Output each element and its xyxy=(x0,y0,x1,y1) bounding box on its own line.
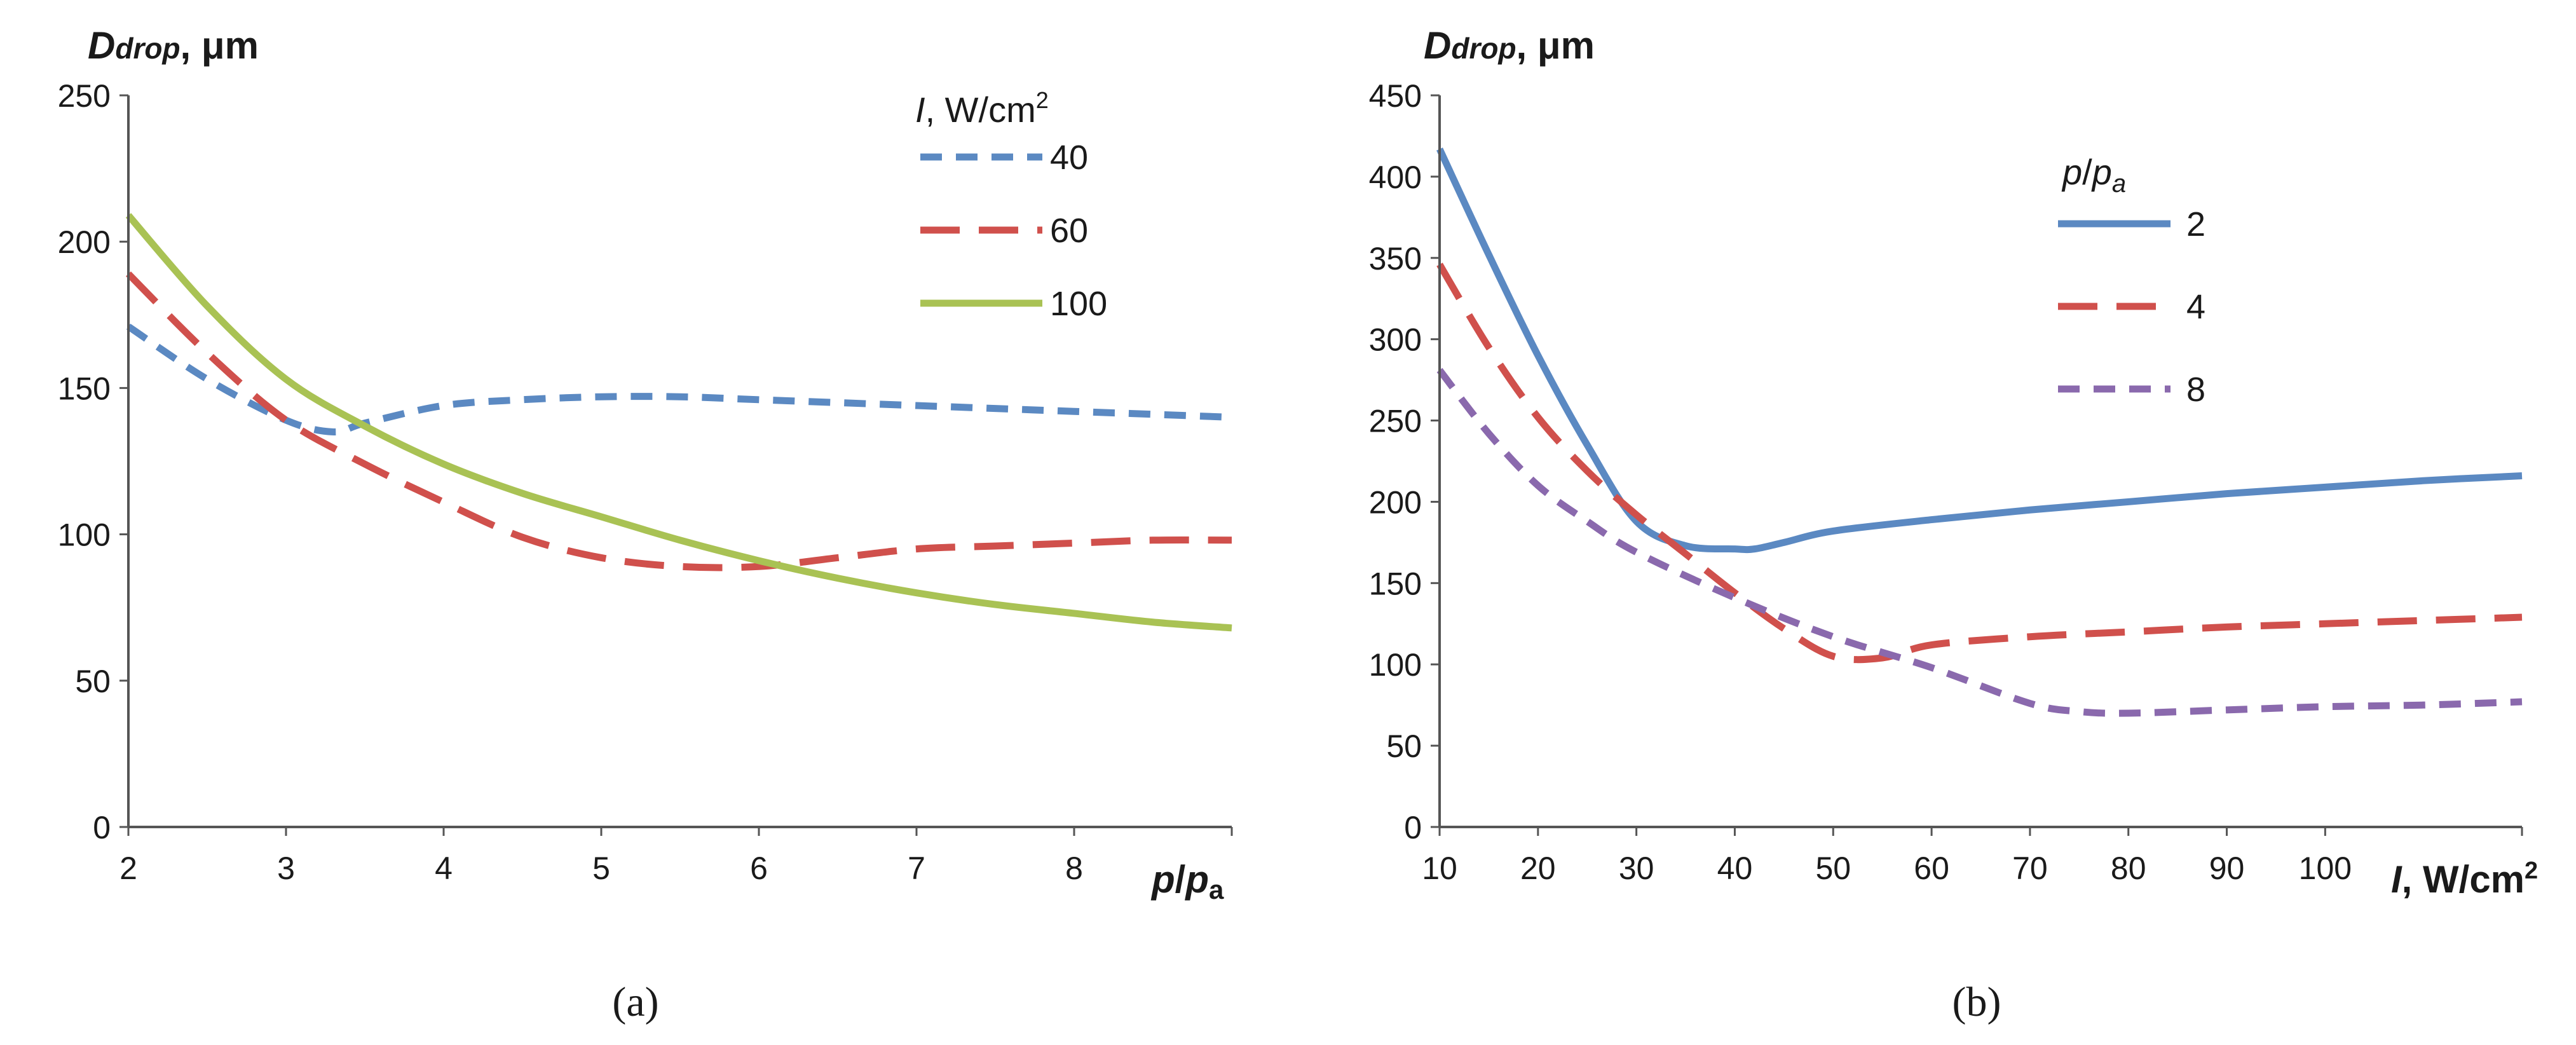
y-tick-label: 150 xyxy=(1369,566,1422,601)
legend-label-2: 2 xyxy=(2186,205,2205,243)
legend-label-100: 100 xyxy=(1050,285,1107,323)
y-tick-label: 300 xyxy=(1369,322,1422,358)
x-tick-label: 70 xyxy=(2012,850,2048,886)
x-tick-label: 2 xyxy=(119,850,137,886)
y-tick-label: 100 xyxy=(1369,647,1422,683)
x-tick-label: 20 xyxy=(1520,850,1556,886)
panel-label-b: (b) xyxy=(1952,979,2001,1025)
chart-panel-a: 0 50 100 150 200 250 2 3 4 5 6 7 8 Ddrop, μm p/pa I,… xyxy=(58,24,1233,1025)
legend-label-60: 60 xyxy=(1050,212,1088,250)
y-axis-title-b: Ddrop, μm xyxy=(1424,24,1595,67)
x-tick-label: 3 xyxy=(277,850,295,886)
series-line-2 xyxy=(1436,147,2523,554)
x-tick-label: 4 xyxy=(435,850,453,886)
series-line-100 xyxy=(125,213,1232,632)
y-tick-label: 350 xyxy=(1369,241,1422,277)
y-tick-label: 50 xyxy=(75,664,111,699)
y-tick-label: 0 xyxy=(93,810,111,845)
series-line-60 xyxy=(126,271,1232,571)
legend-label-4: 4 xyxy=(2186,288,2205,326)
x-tick-label: 80 xyxy=(2111,850,2146,886)
tick-group-b: 0 50 100 150 200 250 300 350 400 450 10 20 30 40 50 60 7… xyxy=(1369,78,2523,886)
tick-group-a: 0 50 100 150 200 250 2 3 4 5 6 7 8 xyxy=(58,78,1233,886)
series-group-a xyxy=(125,213,1232,632)
legend-b: p/pa 2 4 8 xyxy=(2058,152,2205,409)
y-tick-label: 50 xyxy=(1386,728,1422,764)
series-line-40 xyxy=(126,324,1232,435)
x-tick-label: 90 xyxy=(2209,850,2245,886)
series-line-4 xyxy=(1436,263,2523,664)
x-axis-title-a: p/pa xyxy=(1150,858,1224,905)
y-tick-label: 250 xyxy=(1369,404,1422,439)
series-line-8 xyxy=(1436,367,2523,717)
y-tick-label: 0 xyxy=(1404,810,1422,845)
legend-title-a: I, W/cm2 xyxy=(915,87,1049,130)
y-tick-label: 400 xyxy=(1369,160,1422,195)
y-tick-label: 200 xyxy=(58,224,111,260)
x-tick-label: 60 xyxy=(1914,850,1949,886)
x-tick-label: 50 xyxy=(1815,850,1851,886)
chart-panel-b: 0 50 100 150 200 250 300 350 400 450 10 20 30 40 50 60 7… xyxy=(1369,24,2539,1025)
legend-label-8: 8 xyxy=(2186,371,2205,409)
y-tick-label: 450 xyxy=(1369,78,1422,114)
x-tick-label: 30 xyxy=(1619,850,1654,886)
x-tick-label: 5 xyxy=(592,850,610,886)
legend-a: I, W/cm2 40 60 100 xyxy=(915,87,1107,323)
x-tick-label: 100 xyxy=(2299,850,2352,886)
panel-label-a: (a) xyxy=(612,979,658,1025)
series-group-b xyxy=(1436,147,2523,717)
x-tick-label: 6 xyxy=(750,850,768,886)
y-tick-label: 200 xyxy=(1369,484,1422,520)
x-tick-label: 7 xyxy=(908,850,925,886)
legend-label-40: 40 xyxy=(1050,139,1088,177)
x-tick-label: 40 xyxy=(1717,850,1753,886)
y-axis-title-a: Ddrop, μm xyxy=(88,24,259,67)
y-tick-label: 100 xyxy=(58,517,111,553)
x-tick-label: 8 xyxy=(1065,850,1083,886)
legend-title-b: p/pa xyxy=(2061,152,2126,198)
y-tick-label: 150 xyxy=(58,371,111,406)
x-tick-label: 10 xyxy=(1422,850,1457,886)
y-tick-label: 250 xyxy=(58,78,111,114)
x-axis-title-b: I, W/cm2 xyxy=(2391,857,2538,901)
